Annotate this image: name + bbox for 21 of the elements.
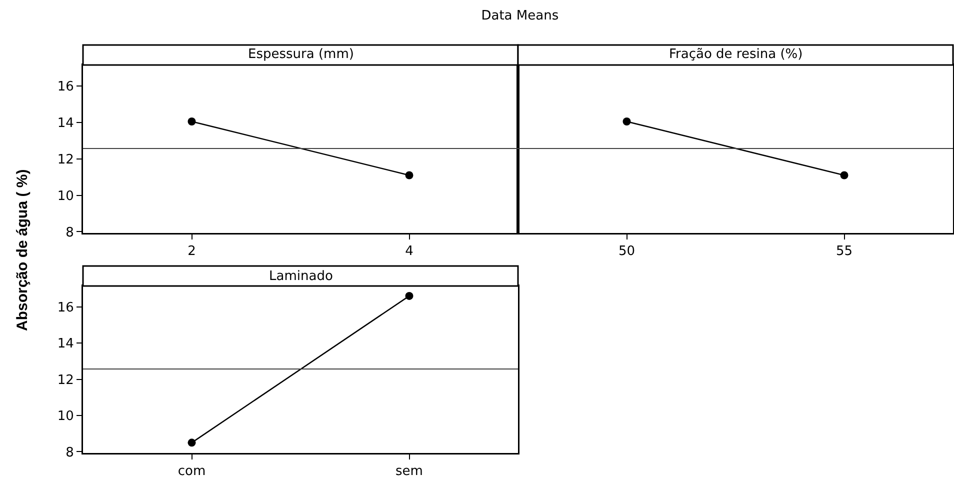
y-axis-title: Absorção de água ( %) <box>14 169 31 331</box>
x-tick-label: sem <box>396 464 423 480</box>
y-tick-label: 14 <box>57 336 74 352</box>
y-tick-label: 14 <box>57 116 74 131</box>
y-tick-label: 16 <box>57 300 74 316</box>
x-axis-title: Espessura (mm) <box>248 47 354 62</box>
y-tick-label: 8 <box>66 225 74 240</box>
chart-title: Data Means <box>481 8 559 24</box>
y-tick-label: 8 <box>66 445 74 460</box>
x-tick-label: com <box>178 464 206 480</box>
y-tick-label: 10 <box>57 188 74 204</box>
y-tick-label: 12 <box>57 372 74 388</box>
x-tick-label: 4 <box>405 244 414 260</box>
y-tick-label: 10 <box>57 409 74 424</box>
x-axis-title: Fração de resina (%) <box>669 47 803 62</box>
y-tick-label: 12 <box>57 152 74 168</box>
x-tick-label: 2 <box>188 244 196 260</box>
x-tick-label: 50 <box>618 244 636 260</box>
x-axis-title: Laminado <box>269 269 333 284</box>
x-tick-label: 55 <box>836 244 853 260</box>
y-tick-label: 16 <box>57 80 74 94</box>
